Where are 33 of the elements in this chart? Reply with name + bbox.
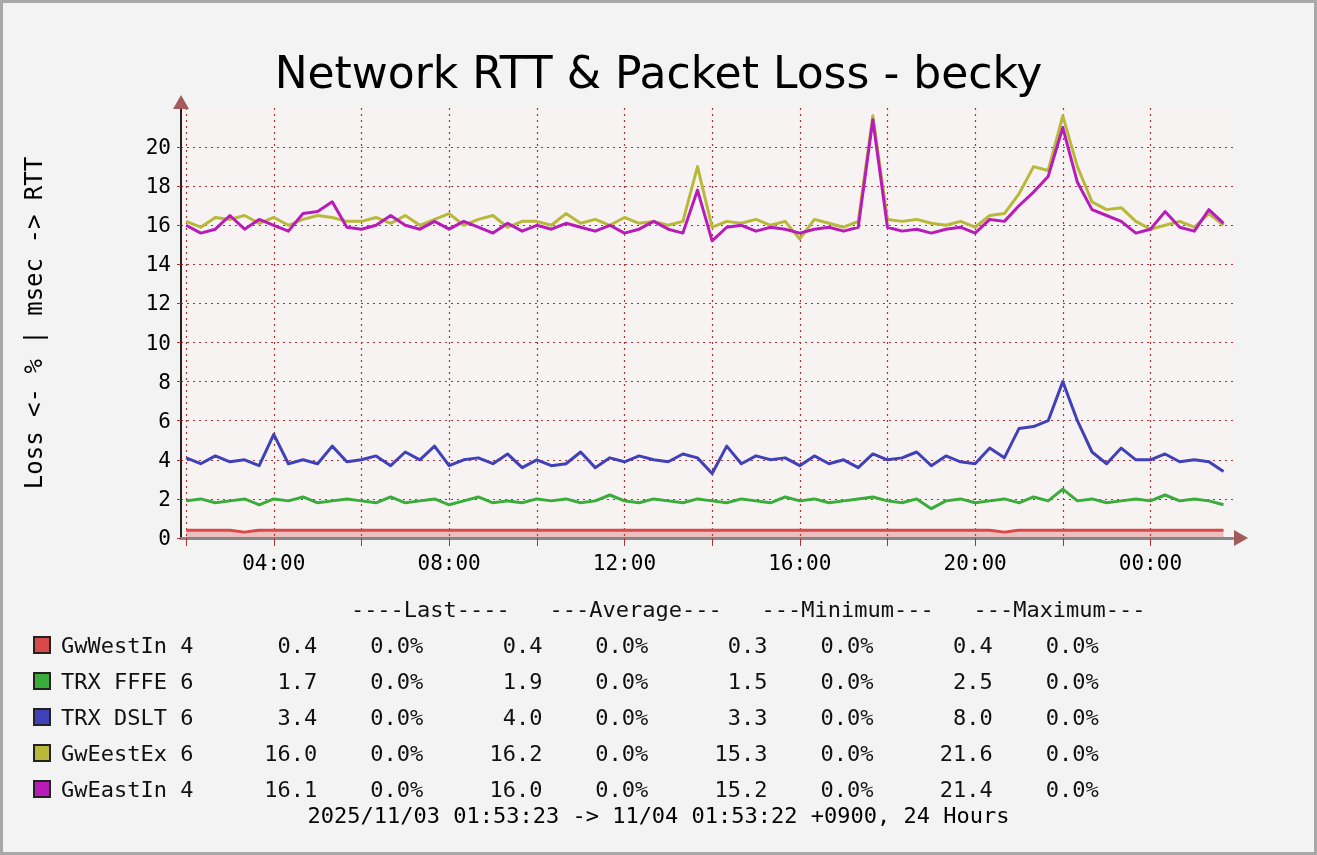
x-tick-label: 16:00 bbox=[768, 550, 832, 575]
y-tick-label: 12 bbox=[145, 291, 171, 316]
x-tick-label: 12:00 bbox=[592, 550, 657, 575]
legend-label: TRX FFFE 6 bbox=[61, 668, 195, 694]
text: ----Last---- ---Average--- ---Minimum--- ---Maximum--- bbox=[349, 595, 1146, 624]
y-tick-label: 0 bbox=[158, 526, 171, 550]
y-tick-label: 10 bbox=[145, 330, 171, 355]
legend-label: TRX DSLT 6 bbox=[61, 704, 195, 730]
x-tick-label: 08:00 bbox=[417, 550, 481, 575]
legend-label: GwEestEx 6 bbox=[61, 740, 195, 766]
legend-label: GwWestIn 4 bbox=[61, 632, 195, 658]
y-tick-label: 20 bbox=[145, 135, 171, 160]
y-tick-label: 2 bbox=[158, 486, 171, 511]
x-tick-label: 04:00 bbox=[242, 550, 306, 575]
x-tick-label: 20:00 bbox=[943, 550, 1007, 575]
y-axis-title: Loss <- % | msec -> RTT bbox=[20, 156, 48, 490]
chart-title: Network RTT & Packet Loss - becky bbox=[274, 46, 1043, 98]
y-tick-label: 14 bbox=[145, 252, 171, 277]
text: 16.1 0.0% 16.0 0.0% 15.2 0.0% 21.4 0.0% bbox=[263, 776, 1099, 802]
text: 0.4 0.0% 0.4 0.0% 0.3 0.0% 0.4 0.0% bbox=[276, 632, 1099, 658]
text: 3.4 0.0% 4.0 0.0% 3.3 0.0% 8.0 0.0% bbox=[276, 704, 1099, 730]
y-tick-label: 4 bbox=[158, 447, 171, 472]
legend-label: GwEastIn 4 bbox=[61, 776, 195, 802]
text: 2025/11/03 01:53:23 -> 11/04 01:53:22 +0900, 24 Hours bbox=[306, 803, 1011, 828]
y-tick-label: 18 bbox=[145, 174, 171, 199]
line-series bbox=[184, 380, 1225, 475]
y-tick-label: 6 bbox=[158, 408, 171, 433]
line-series bbox=[184, 487, 1225, 511]
text: 16.0 0.0% 16.2 0.0% 15.3 0.0% 21.6 0.0% bbox=[263, 740, 1099, 766]
text: 1.7 0.0% 1.9 0.0% 1.5 0.0% 2.5 0.0% bbox=[276, 668, 1099, 694]
y-tick-label: 16 bbox=[145, 213, 171, 238]
y-tick-label: 8 bbox=[158, 369, 171, 394]
x-tick-label: 00:00 bbox=[1118, 550, 1183, 575]
